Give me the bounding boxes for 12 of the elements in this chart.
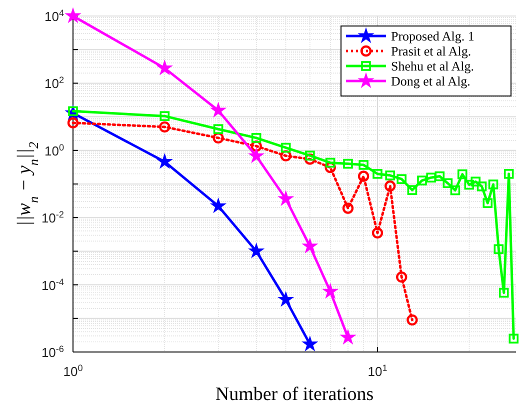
y-tick-label: 10$^{2}$ — [44, 75, 64, 92]
y-tick-label: 10$^{-6}$ — [41, 344, 64, 360]
legend-label: Shehu et al Alg. — [391, 58, 474, 74]
y-tick-label: 10$^{-2}$ — [41, 210, 64, 226]
x-axis-title: Number of iterations — [215, 384, 374, 405]
y-tick-label: 10$^{0}$ — [44, 142, 64, 158]
legend-label: Dong et al Alg. — [391, 74, 470, 88]
y-tick-label: 10$^{-4}$ — [41, 276, 64, 293]
legend-label: Prasit et al Alg. — [391, 44, 472, 58]
y-tick-label: 10$^{4}$ — [44, 8, 64, 24]
legend-label: Proposed Alg. 1 — [391, 28, 474, 44]
x-tick-label: 10$^{1}$ — [368, 363, 388, 379]
